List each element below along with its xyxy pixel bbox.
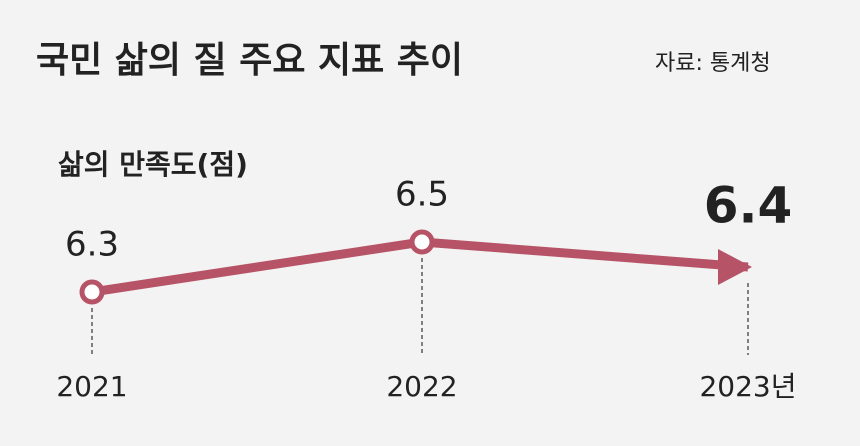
- value-label: 6.3: [65, 225, 119, 265]
- point: [409, 229, 435, 255]
- arrow-head: [718, 249, 752, 285]
- point: [79, 279, 105, 305]
- x-tick-label: 2022: [386, 370, 457, 403]
- x-tick-label: 2023년: [699, 370, 796, 403]
- subtitle: 삶의 만족도(점): [58, 148, 248, 181]
- source: 자료: 통계청: [655, 51, 771, 76]
- x-tick-label: 2021: [56, 370, 127, 403]
- chart-title: 국민 삶의 질 주요 지표 추이: [36, 40, 463, 81]
- value-label: 6.4: [704, 177, 793, 235]
- value-label: 6.5: [395, 175, 449, 215]
